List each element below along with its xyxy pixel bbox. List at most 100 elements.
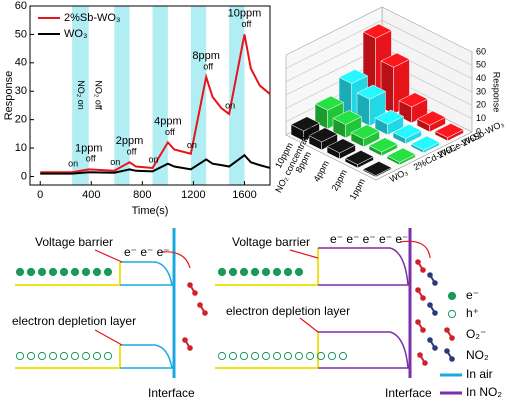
legend-label: WO₃ (64, 28, 87, 40)
y-tick-label: 20 (15, 114, 27, 126)
y-tick-label: 30 (15, 85, 27, 97)
diagram (15, 228, 462, 395)
bar (374, 109, 405, 136)
legend-icon (444, 327, 450, 333)
molecule (420, 327, 426, 333)
o2-ion (202, 310, 208, 316)
electron (92, 267, 102, 277)
hole (305, 351, 315, 361)
electron (250, 267, 260, 277)
bar (308, 127, 339, 151)
bar-top (332, 110, 363, 125)
legend-label: 2%Sb-WO₃ (64, 12, 120, 24)
bar-top (368, 137, 399, 153)
hole (327, 351, 337, 361)
bar-top (398, 92, 429, 108)
barrier (318, 331, 409, 369)
legend-icon (449, 356, 455, 362)
bar-top (362, 161, 393, 176)
molecule (427, 272, 433, 278)
molecule (427, 337, 433, 343)
note-off: NO₂ off (93, 80, 103, 110)
bar (326, 138, 357, 160)
hole (228, 351, 238, 361)
molecule (420, 295, 426, 301)
on-label: on (225, 100, 235, 110)
molecule (427, 302, 433, 308)
hole (15, 351, 25, 361)
arrow (289, 249, 319, 259)
category-label: 2ppm (329, 168, 348, 193)
bar (410, 135, 441, 154)
hole (48, 351, 58, 361)
legend-label: In air (466, 367, 493, 381)
barrier (120, 261, 173, 286)
electron (217, 267, 227, 277)
exposure-band (190, 6, 207, 185)
bar (362, 161, 393, 178)
concentration-label: 8ppm (192, 50, 220, 62)
bar (392, 124, 423, 145)
grid-line (285, 6, 473, 56)
x-tick-label: 400 (82, 189, 100, 201)
x-tick-label: 1200 (181, 189, 205, 201)
arrow (94, 249, 123, 263)
o2-ion (187, 282, 193, 288)
arrow (299, 317, 319, 333)
x-tick-label: 800 (133, 189, 151, 201)
z-tick-label: 40 (476, 73, 486, 83)
bar (368, 137, 399, 157)
hole (261, 351, 271, 361)
bar (344, 150, 375, 169)
bar-top (350, 124, 381, 140)
hole (239, 351, 249, 361)
molecule (415, 287, 421, 293)
series-line (40, 153, 271, 175)
o2-ion (192, 290, 198, 296)
bar-top (326, 138, 357, 154)
hole (103, 351, 113, 361)
x-tick-label: 0 (37, 189, 43, 201)
bar (290, 116, 321, 142)
electron (59, 267, 69, 277)
barrier-label: Voltage barrier (35, 235, 113, 249)
bar-top (392, 124, 423, 139)
electron (37, 267, 47, 277)
on-label: on (68, 159, 78, 169)
bar-top (362, 23, 393, 39)
y-tick-label: 50 (15, 28, 27, 40)
o2-ion (182, 337, 188, 343)
electron (239, 267, 249, 277)
bar-top (314, 95, 345, 111)
electron (294, 267, 304, 277)
exposure-band (72, 6, 89, 185)
z-tick-label: 60 (476, 46, 486, 56)
series-line (40, 34, 271, 174)
molecule (432, 280, 438, 286)
bar (434, 123, 465, 142)
z-tick-label: 10 (476, 113, 486, 123)
exposure-band (114, 6, 130, 185)
plot-frame (29, 5, 271, 186)
electron (228, 267, 238, 277)
electron (261, 267, 271, 277)
electron (26, 267, 36, 277)
concentration-label: 2ppm (116, 135, 144, 147)
arrow (94, 329, 123, 346)
concentration-label: 1ppm (75, 142, 103, 154)
grid-line (285, 19, 473, 69)
interface-label: Interface (148, 386, 195, 400)
off-label: off (242, 19, 252, 29)
bar (416, 110, 447, 133)
x-tick-label: 1600 (232, 189, 256, 201)
bar-top (308, 127, 339, 143)
o2-ion (197, 302, 203, 308)
y-tick-label: 0 (21, 170, 27, 182)
bar-top (386, 147, 417, 163)
z-tick-label: 0 (476, 126, 481, 136)
y-tick-label: 10 (15, 142, 27, 154)
legend-label: O₂⁻ (466, 327, 486, 341)
molecule (415, 319, 421, 325)
bar-top (338, 69, 369, 84)
